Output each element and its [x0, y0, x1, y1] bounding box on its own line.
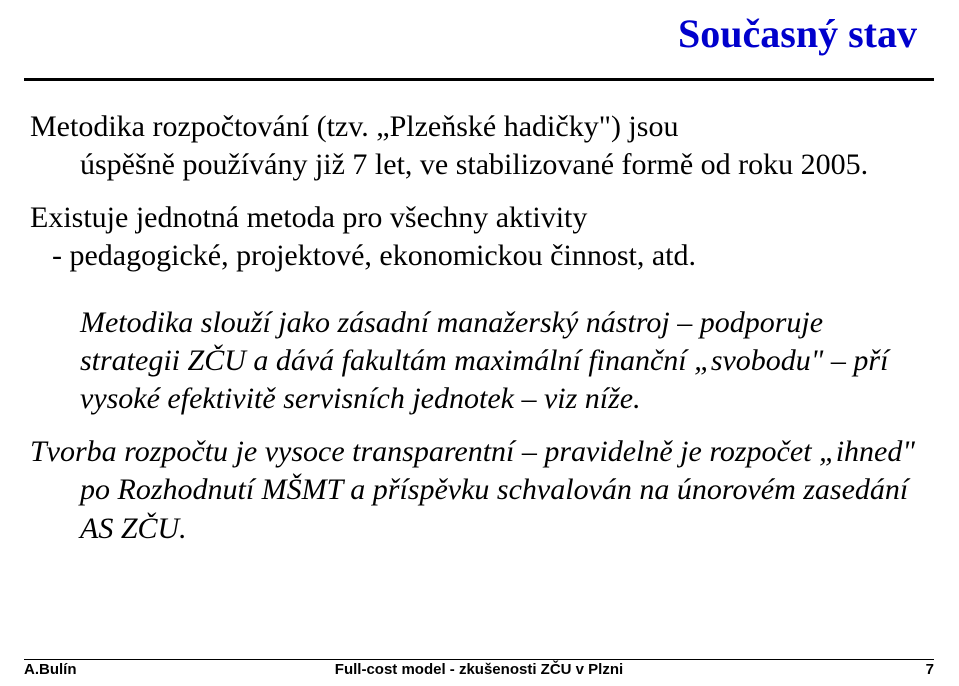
title-rule	[24, 78, 934, 81]
paragraph-1: Metodika rozpočtování (tzv. „Plzeňské ha…	[30, 108, 930, 185]
paragraph-2: Existuje jednotná metoda pro všechny akt…	[30, 199, 930, 276]
slide-title: Současný stav	[678, 10, 917, 57]
footer: A.Bulín Full-cost model - zkušenosti ZČU…	[24, 659, 934, 678]
footer-author: A.Bulín	[24, 661, 327, 678]
paragraph-4: Tvorba rozpočtu je vysoce transparentní …	[30, 433, 930, 548]
p1-line1: Metodika rozpočtování (tzv. „Plzeňské ha…	[30, 108, 930, 146]
paragraph-3: Metodika slouží jako zásadní manažerský …	[30, 304, 930, 419]
p2-line2: - pedagogické, projektové, ekonomickou č…	[30, 237, 930, 275]
footer-page: 7	[631, 661, 934, 678]
slide: Současný stav Metodika rozpočtování (tzv…	[0, 0, 959, 686]
footer-title: Full-cost model - zkušenosti ZČU v Plzni	[327, 661, 630, 678]
p1-line2: úspěšně používány již 7 let, ve stabiliz…	[30, 146, 930, 184]
p2-line1: Existuje jednotná metoda pro všechny akt…	[30, 199, 930, 237]
slide-body: Metodika rozpočtování (tzv. „Plzeňské ha…	[30, 108, 930, 562]
